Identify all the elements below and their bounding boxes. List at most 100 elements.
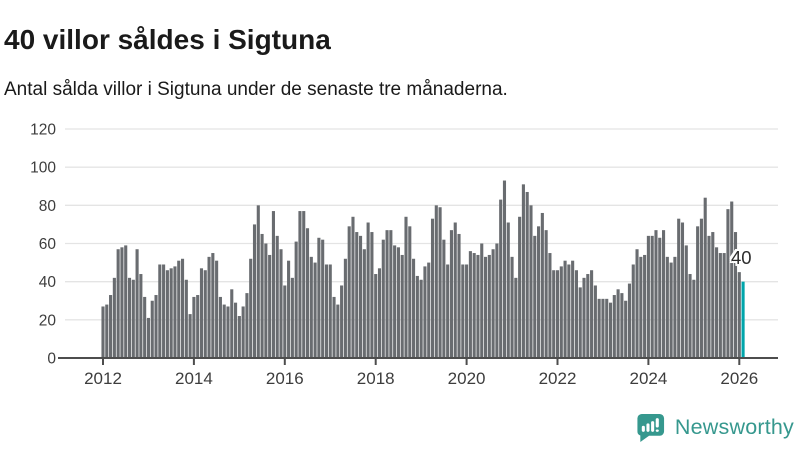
bar xyxy=(302,211,306,358)
bar xyxy=(692,279,696,358)
bar xyxy=(396,247,400,358)
bar xyxy=(294,241,298,358)
bar xyxy=(362,249,366,358)
bar xyxy=(154,295,158,358)
bar xyxy=(252,224,257,358)
bar xyxy=(529,205,533,358)
newsworthy-logo[interactable]: Newsworthy xyxy=(635,412,794,443)
bar xyxy=(109,295,113,358)
bar xyxy=(703,197,707,358)
x-tick-label: 2024 xyxy=(629,369,667,388)
bar xyxy=(143,296,147,358)
bar xyxy=(449,230,453,358)
bar xyxy=(438,207,442,358)
x-tick-label: 2020 xyxy=(448,369,486,388)
bar xyxy=(169,268,173,358)
bar xyxy=(639,256,643,358)
bar xyxy=(472,253,476,358)
bar xyxy=(355,232,359,358)
bar xyxy=(582,277,586,358)
y-tick-label: 120 xyxy=(30,122,56,139)
x-tick-label: 2018 xyxy=(357,369,395,388)
bar xyxy=(483,256,488,358)
bar xyxy=(105,304,109,358)
page-title: 40 villor såldes i Sigtuna xyxy=(4,23,331,55)
bar xyxy=(434,205,438,358)
bar xyxy=(347,226,351,358)
bar xyxy=(256,205,260,358)
bar xyxy=(230,289,234,358)
bar xyxy=(537,226,541,358)
bar xyxy=(351,216,355,358)
bar xyxy=(533,235,537,358)
bar xyxy=(389,230,393,358)
bar xyxy=(415,275,419,358)
bar xyxy=(574,270,578,358)
bar xyxy=(309,256,313,358)
bar xyxy=(684,245,688,358)
bar xyxy=(146,317,150,358)
bar xyxy=(650,235,654,358)
bar xyxy=(525,191,529,358)
bar xyxy=(597,298,601,358)
bar xyxy=(430,218,435,358)
bar xyxy=(669,262,673,358)
bar xyxy=(635,249,639,358)
bar xyxy=(627,283,632,358)
bar xyxy=(177,260,181,358)
bar xyxy=(317,237,321,358)
bar xyxy=(737,272,741,358)
bar xyxy=(366,222,370,358)
x-axis xyxy=(58,357,778,365)
bar xyxy=(563,260,567,358)
bar xyxy=(427,262,431,358)
bar xyxy=(658,237,662,358)
bar xyxy=(139,274,143,358)
y-tick-label: 0 xyxy=(47,351,56,368)
bar xyxy=(453,222,457,358)
bar xyxy=(680,222,685,358)
bar xyxy=(404,216,408,358)
bar xyxy=(715,247,719,358)
bar xyxy=(476,254,480,358)
bar xyxy=(722,253,726,358)
bar xyxy=(548,253,552,358)
bar xyxy=(491,249,495,358)
bar xyxy=(578,287,582,358)
bar xyxy=(442,239,446,358)
bar xyxy=(268,254,272,358)
bar xyxy=(184,279,188,358)
bar xyxy=(608,302,613,358)
bar xyxy=(203,270,207,358)
bar xyxy=(340,285,344,358)
bar xyxy=(665,256,669,358)
bar xyxy=(290,277,294,358)
bar xyxy=(370,232,374,358)
bar xyxy=(381,239,385,358)
bars xyxy=(101,180,745,358)
chart-subtitle: Antal sålda villor i Sigtuna under de se… xyxy=(4,79,508,100)
bar xyxy=(336,304,340,358)
bar xyxy=(343,258,347,358)
bar xyxy=(116,249,120,358)
bar xyxy=(480,243,484,358)
bar xyxy=(305,228,310,358)
bar xyxy=(624,300,628,358)
bar xyxy=(521,184,525,358)
bar xyxy=(688,274,692,358)
bar xyxy=(374,274,378,358)
bar xyxy=(135,249,139,358)
bar xyxy=(730,201,734,358)
bar xyxy=(298,211,302,358)
bar xyxy=(662,230,666,358)
bar xyxy=(222,304,226,358)
bar xyxy=(359,235,363,358)
bar xyxy=(707,235,711,358)
bar xyxy=(555,270,560,358)
bar xyxy=(446,264,450,358)
x-tick-label: 2016 xyxy=(266,369,304,388)
bar xyxy=(506,222,510,358)
bar xyxy=(457,233,461,358)
bar xyxy=(605,298,609,358)
